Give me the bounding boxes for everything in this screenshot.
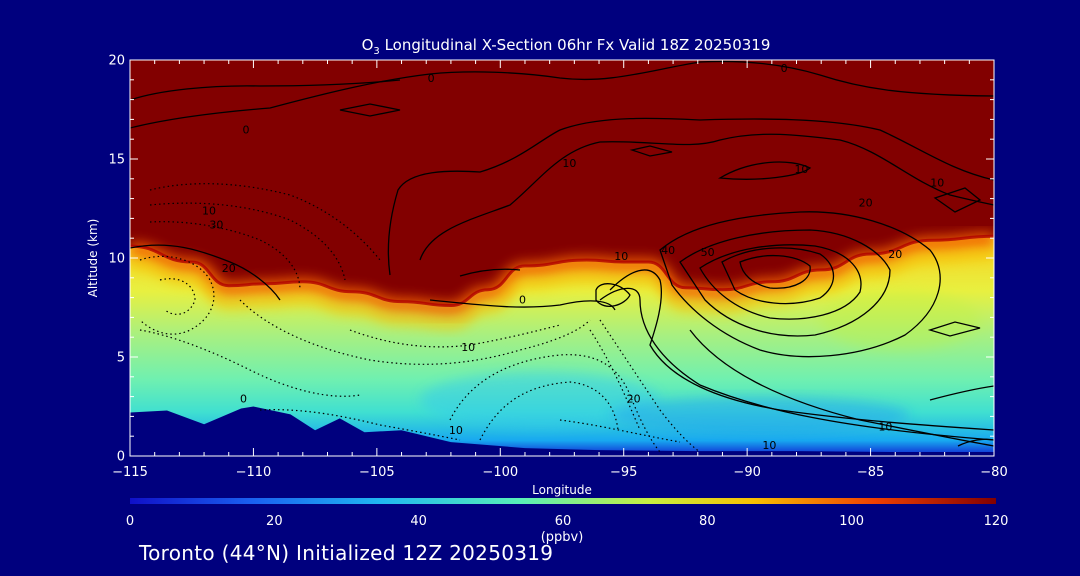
contour-label: 10 bbox=[762, 439, 776, 452]
contour-line bbox=[239, 299, 591, 365]
contour-line bbox=[130, 60, 994, 129]
contour-line bbox=[559, 419, 681, 443]
colorbar-tick-label: 60 bbox=[555, 514, 572, 529]
y-tick-label: 0 bbox=[117, 450, 125, 465]
contour-label: 40 bbox=[661, 244, 675, 257]
contour-line bbox=[957, 438, 994, 447]
colorbar-tick-label: 0 bbox=[126, 514, 134, 529]
x-tick-label: −100 bbox=[482, 465, 518, 480]
contour-label: 10 bbox=[461, 341, 475, 354]
contour-label: 10 bbox=[794, 163, 808, 176]
contour-line bbox=[339, 103, 401, 117]
contour-label: 0 bbox=[519, 294, 526, 307]
contour-line bbox=[929, 385, 994, 401]
chart-title: O3 Longitudinal X-Section 06hr Fx Valid … bbox=[362, 36, 771, 57]
contour-line bbox=[609, 269, 994, 431]
contour-line bbox=[629, 145, 673, 157]
contour-line bbox=[449, 354, 661, 453]
colorbar-tick-label: 80 bbox=[699, 514, 716, 529]
contour-line bbox=[933, 187, 982, 213]
x-axis-label: Longitude bbox=[532, 483, 592, 497]
y-axis-label: Altitude (km) bbox=[86, 219, 100, 298]
x-tick-label: −90 bbox=[733, 465, 760, 480]
contour-label: 10 bbox=[562, 157, 576, 170]
run-info-footer: Toronto (44°N) Initialized 12Z 20250319 bbox=[139, 541, 554, 565]
contour-label: 0 bbox=[240, 393, 247, 406]
y-axis: 0 5 10 15 20 bbox=[108, 54, 994, 465]
contour-label: 0 bbox=[781, 62, 788, 75]
contour-label: 10 bbox=[878, 420, 892, 433]
contour-label: 0 bbox=[428, 72, 435, 85]
x-tick-label: −95 bbox=[610, 465, 637, 480]
colorbar-tick-label: 120 bbox=[984, 514, 1009, 529]
x-tick-label: −85 bbox=[857, 465, 884, 480]
contour-line bbox=[699, 244, 862, 320]
contour-label: 10 bbox=[930, 177, 944, 190]
low-ozone-region-east bbox=[610, 397, 910, 433]
contour-label: 10 bbox=[449, 424, 463, 437]
contour-lines-dotted bbox=[139, 183, 701, 453]
contour-line bbox=[479, 381, 619, 441]
contour-label: 10 bbox=[614, 250, 628, 263]
colorbar-tick-label: 40 bbox=[410, 514, 427, 529]
contour-line bbox=[595, 283, 631, 307]
contour-line bbox=[679, 229, 891, 337]
contour-line bbox=[349, 324, 561, 348]
contour-line bbox=[689, 329, 994, 447]
contour-line bbox=[739, 254, 811, 289]
contour-line bbox=[659, 211, 941, 358]
contour-line bbox=[130, 79, 401, 101]
high-ozone-patch bbox=[820, 290, 980, 350]
contour-line bbox=[149, 202, 346, 281]
contour-line bbox=[927, 321, 981, 337]
contour-lines-solid bbox=[130, 60, 994, 447]
contour-line bbox=[717, 161, 812, 180]
x-tick-label: −105 bbox=[359, 465, 395, 480]
low-ozone-region bbox=[420, 372, 660, 428]
colorbar-tick-label: 100 bbox=[839, 514, 864, 529]
contour-line bbox=[599, 287, 994, 441]
contour-label: 30 bbox=[209, 218, 223, 231]
contour-line bbox=[130, 244, 281, 301]
x-tick-label: −80 bbox=[980, 465, 1007, 480]
colorbar bbox=[130, 498, 996, 504]
contour-label: 50 bbox=[701, 246, 715, 259]
colorbar-tick-label: 20 bbox=[266, 514, 283, 529]
contour-line bbox=[139, 329, 361, 397]
y-tick-label: 5 bbox=[117, 351, 125, 366]
terrain-mask bbox=[130, 406, 994, 456]
contour-label: 20 bbox=[627, 393, 641, 406]
y-tick-label: 15 bbox=[108, 153, 125, 168]
contour-label: 20 bbox=[888, 248, 902, 261]
contour-line bbox=[149, 221, 301, 291]
contour-label: 0 bbox=[243, 123, 250, 136]
colorbar-ticks: 0 20 40 60 80 100 120 bbox=[126, 514, 1009, 529]
contour-label: 20 bbox=[222, 262, 236, 275]
contour-line bbox=[429, 299, 616, 311]
colorbar-label: (ppbv) bbox=[541, 530, 584, 545]
contour-line bbox=[589, 329, 641, 431]
contour-label: 20 bbox=[859, 197, 873, 210]
contour-line bbox=[721, 247, 835, 305]
contour-line bbox=[149, 183, 381, 261]
tropopause-transition-lower bbox=[130, 249, 994, 329]
y-tick-label: 10 bbox=[108, 252, 125, 267]
contour-line bbox=[599, 319, 701, 453]
tropopause-line bbox=[130, 234, 994, 308]
contour-line bbox=[459, 268, 521, 277]
x-tick-label: −110 bbox=[236, 465, 272, 480]
y-tick-label: 20 bbox=[108, 54, 125, 69]
contour-line bbox=[419, 133, 994, 261]
contour-label: 10 bbox=[202, 204, 216, 217]
x-tick-label: −115 bbox=[112, 465, 148, 480]
contour-line bbox=[387, 117, 994, 276]
x-axis: −115 −110 −105 −100 −95 −90 −85 −80 bbox=[112, 60, 1008, 480]
